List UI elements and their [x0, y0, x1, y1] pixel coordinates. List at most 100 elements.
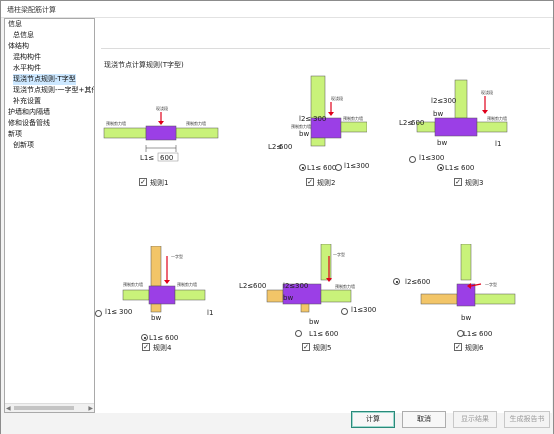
tree-item[interactable]: 总信息: [13, 31, 34, 39]
tree-item[interactable]: 创新项: [13, 141, 34, 149]
rule5-radio-l1[interactable]: [341, 308, 348, 315]
wall-label: 预制剪力墙: [106, 120, 126, 126]
rule6-label: 规则6: [465, 344, 484, 352]
dim-bw: bw: [151, 314, 161, 322]
rule5-label: 规则5: [313, 344, 332, 352]
generate-report-button[interactable]: 生成报告书: [504, 411, 550, 428]
rule2-radio-l1[interactable]: [335, 164, 342, 171]
show-result-button[interactable]: 显示结果: [453, 411, 497, 428]
rule3-label: 规则3: [465, 179, 484, 187]
rule4-label: 规则4: [153, 344, 172, 352]
rule6-diagram: 一字型 l2≤ 600 bw L1≤ 600: [387, 244, 529, 340]
rule3-diagram: 现浇段 预制剪力墙 l2≤ 300 bw L2≤ 600 bw l1 L1≤ 6…: [397, 74, 523, 172]
dim-value: 600: [325, 330, 338, 338]
dim-l1: l1: [495, 140, 501, 148]
shape-label: 一字型: [333, 251, 345, 257]
rule3-radio-l1[interactable]: [409, 156, 416, 163]
rule3-radio-L1[interactable]: [437, 164, 444, 171]
dim-value: 600: [279, 143, 292, 151]
rule5-radio-L1[interactable]: [295, 330, 302, 337]
wall-label: 预制剪力墙: [343, 115, 363, 121]
dim-l1: L1≤: [140, 154, 154, 162]
rule5-checkbox[interactable]: ✓: [302, 343, 310, 351]
dim-value: 600: [323, 164, 336, 172]
rule3-checkbox[interactable]: ✓: [454, 178, 462, 186]
tree-item[interactable]: 新项: [8, 130, 22, 138]
dim-value: 600: [417, 278, 430, 286]
wall-label: 预制剪力墙: [186, 120, 206, 126]
dim-L1: L1≤: [463, 330, 477, 338]
rule2-radio-L1[interactable]: [299, 164, 306, 171]
tree-item[interactable]: 现浇节点规则-一字型+其他: [13, 86, 95, 94]
dim-L1: L1≤: [309, 330, 323, 338]
title-bar[interactable]: 墙柱梁配筋计算: [1, 1, 553, 18]
shape-label: 一字型: [485, 281, 497, 287]
rule6-radio-L1[interactable]: [457, 330, 464, 337]
dim-L1: L1≤: [307, 164, 321, 172]
dim-bw: bw: [283, 294, 293, 302]
rule4-diagram: 一字型 预制剪力墙 预制剪力墙 bw l1 L1≤ 600 l1≤ 300: [95, 246, 215, 342]
dim-L1: L1≤: [149, 334, 163, 342]
dim-value: 300: [431, 154, 445, 162]
tree-item[interactable]: 信息: [8, 20, 22, 28]
dim-value: 300: [356, 162, 370, 170]
tree-item[interactable]: 护墙和内隔墙: [8, 108, 50, 116]
tree-item[interactable]: 体结构: [8, 42, 29, 50]
tree-item[interactable]: 混构构件: [13, 53, 41, 61]
wall-label: 预制剪力墙: [291, 123, 311, 129]
dim-value: 300: [119, 308, 133, 316]
shape-label: 一字型: [171, 253, 183, 259]
dim-l1: l1≤: [344, 162, 357, 170]
calculate-button[interactable]: 计算: [351, 411, 395, 428]
section-heading: 现浇节点计算规则(T字型): [104, 61, 184, 69]
dim-value: 300: [295, 282, 308, 290]
scroll-left-icon[interactable]: ◀: [6, 405, 11, 412]
dim-value: 600: [479, 330, 492, 338]
rule2-label: 规则2: [317, 179, 336, 187]
cast-label: 现浇段: [331, 95, 343, 101]
dim-bw: bw: [437, 139, 447, 147]
dim-l2: l2≤: [431, 97, 443, 105]
wall-label: 预制剪力墙: [123, 281, 143, 287]
cast-label: 现浇段: [156, 105, 168, 111]
rule2-checkbox[interactable]: ✓: [306, 178, 314, 186]
dim-l2: l2≤: [283, 282, 295, 290]
dim-L2: L2≤: [239, 282, 253, 290]
dim-L1: L1≤: [445, 164, 459, 172]
tree-item[interactable]: 水平构件: [13, 64, 41, 72]
rule6-checkbox[interactable]: ✓: [454, 343, 462, 351]
cancel-button[interactable]: 取消: [402, 411, 446, 428]
wall-label: 预制剪力墙: [487, 115, 507, 121]
scroll-right-icon[interactable]: ▶: [88, 405, 93, 412]
dim-bw: bw: [299, 130, 309, 138]
window-title: 墙柱梁配筋计算: [7, 6, 56, 14]
settings-tree[interactable]: 信息 总信息 体结构 混构构件 水平构件 现浇节点规则-T字型 现浇节点规则-一…: [4, 18, 95, 413]
rule1-label: 规则1: [150, 179, 169, 187]
rule4-radio-l1[interactable]: [95, 310, 102, 317]
dim-value: 600: [461, 164, 474, 172]
horizontal-scrollbar[interactable]: ◀ ▶: [5, 403, 94, 412]
dim-L2: L2≤: [268, 143, 282, 151]
main-panel: 现浇节点计算规则(T字型) 现浇段 预制剪力墙 预制剪力墙 L1≤ 600 ✓ …: [95, 18, 552, 413]
rule4-checkbox[interactable]: ✓: [142, 343, 150, 351]
dim-value: 300: [363, 306, 377, 314]
dim-l1: l1≤: [419, 154, 432, 162]
rule6-radio-L2[interactable]: [393, 278, 400, 285]
tree-item-selected[interactable]: 现浇节点规则-T字型: [13, 74, 76, 85]
dim-l2: l2≤: [299, 115, 311, 123]
dim-bw: bw: [461, 314, 471, 322]
dim-l1: l1≤: [105, 308, 118, 316]
rule1-checkbox[interactable]: ✓: [139, 178, 147, 186]
rule5-diagram: 一字型 预制剪力墙 l2≤ 300 bw L2≤ 600 bw L1≤ 600 …: [239, 244, 379, 340]
rule4-radio-L1[interactable]: [141, 334, 148, 341]
dim-value: 300: [443, 97, 456, 105]
tree-item[interactable]: 修和设备管线: [8, 119, 50, 127]
scroll-thumb[interactable]: [14, 406, 74, 410]
tree-item[interactable]: 补充设置: [13, 97, 41, 105]
dim-bw: bw: [433, 110, 443, 118]
divider: [101, 48, 550, 49]
dim-L2: L2≤: [399, 119, 413, 127]
dim-value: 600: [165, 334, 178, 342]
dim-bw: bw: [309, 318, 319, 326]
